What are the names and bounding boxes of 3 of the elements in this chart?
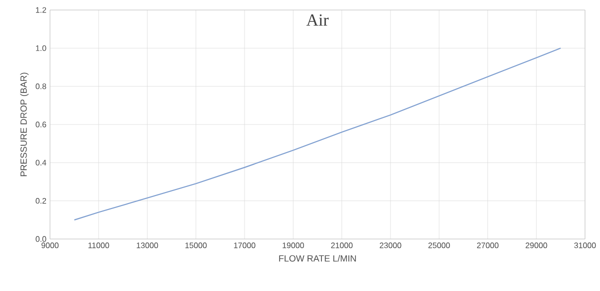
chart-title: Air [306,14,329,26]
x-axis-title: FLOW RATE L/MIN [279,255,356,262]
y-axis-title: PRESSURE DROP (BAR) [20,72,29,176]
